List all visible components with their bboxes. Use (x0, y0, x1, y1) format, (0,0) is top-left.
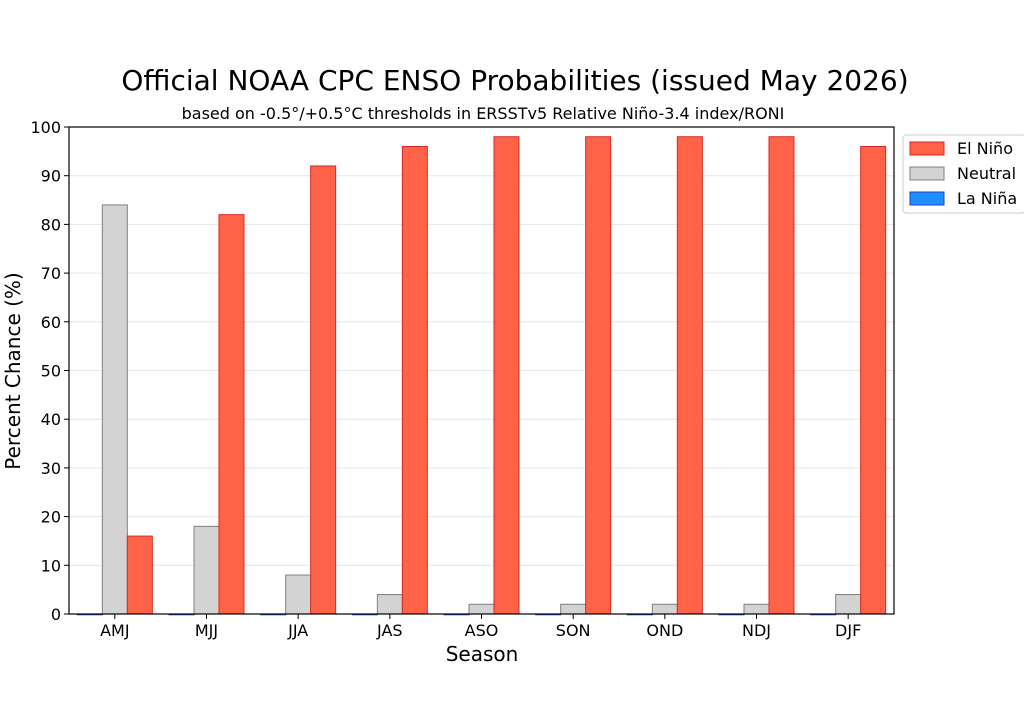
legend: El Niño Neutral La Niña (902, 134, 1024, 214)
bar-el-ni-o-son (585, 136, 612, 615)
legend-label: El Niño (957, 139, 1013, 158)
bar-el-ni-o-jas (401, 145, 428, 615)
bar-el-ni-o-amj (126, 535, 153, 615)
bar-neutral-djf (835, 594, 862, 615)
x-tick-label: AMJ (100, 621, 129, 640)
y-tick-label: 90 (41, 167, 61, 186)
y-tick-label: 70 (41, 264, 61, 283)
x-tick-label: OND (646, 621, 683, 640)
x-tick-label: ASO (465, 621, 499, 640)
y-tick-label: 10 (41, 556, 61, 575)
bar-el-ni-o-aso (493, 136, 520, 615)
y-tick-label: 100 (30, 118, 61, 137)
chart-title: Official NOAA CPC ENSO Probabilities (is… (121, 64, 909, 97)
x-axis-label: Season (446, 642, 519, 666)
bar-neutral-jas (376, 594, 403, 615)
x-tick-label: SON (556, 621, 591, 640)
y-tick-label: 40 (41, 410, 61, 429)
bar-neutral-amj (101, 204, 128, 615)
ticks-layer: 0 10 20 30 40 50 60 70 80 90 100 AMJ MJJ JJA JAS ASO SON… (30, 118, 861, 640)
bar-el-ni-o-jja (310, 165, 337, 615)
bar-neutral-mjj (193, 525, 220, 615)
y-tick-label: 0 (51, 605, 61, 624)
y-tick-label: 80 (41, 215, 61, 234)
y-axis-label: Percent Chance (%) (1, 272, 25, 469)
bar-el-ni-o-ond (676, 136, 703, 615)
x-tick-label: DJF (835, 621, 861, 640)
legend-label: Neutral (957, 164, 1016, 183)
y-tick-label: 20 (41, 508, 61, 527)
bar-el-ni-o-djf (860, 145, 887, 615)
chart-subtitle: based on -0.5°/+0.5°C thresholds in ERSS… (181, 104, 785, 123)
legend-label: La Niña (957, 189, 1017, 208)
bar-neutral-aso (468, 603, 495, 615)
legend-swatch (909, 191, 945, 206)
bar-el-ni-o-mjj (218, 214, 245, 615)
legend-swatch (909, 141, 945, 156)
y-tick-label: 60 (41, 313, 61, 332)
bars-layer (76, 136, 887, 616)
y-tick-label: 50 (41, 362, 61, 381)
x-tick-label: JAS (376, 621, 403, 640)
legend-swatch (909, 166, 945, 181)
bar-neutral-jja (285, 574, 312, 615)
bar-el-ni-o-ndj (768, 136, 795, 615)
bar-neutral-ond (651, 603, 678, 615)
y-tick-label: 30 (41, 459, 61, 478)
x-tick-label: MJJ (195, 621, 218, 640)
x-tick-label: NDJ (742, 621, 771, 640)
bar-neutral-ndj (743, 603, 770, 615)
x-tick-label: JJA (287, 621, 308, 640)
bar-neutral-son (560, 603, 587, 615)
